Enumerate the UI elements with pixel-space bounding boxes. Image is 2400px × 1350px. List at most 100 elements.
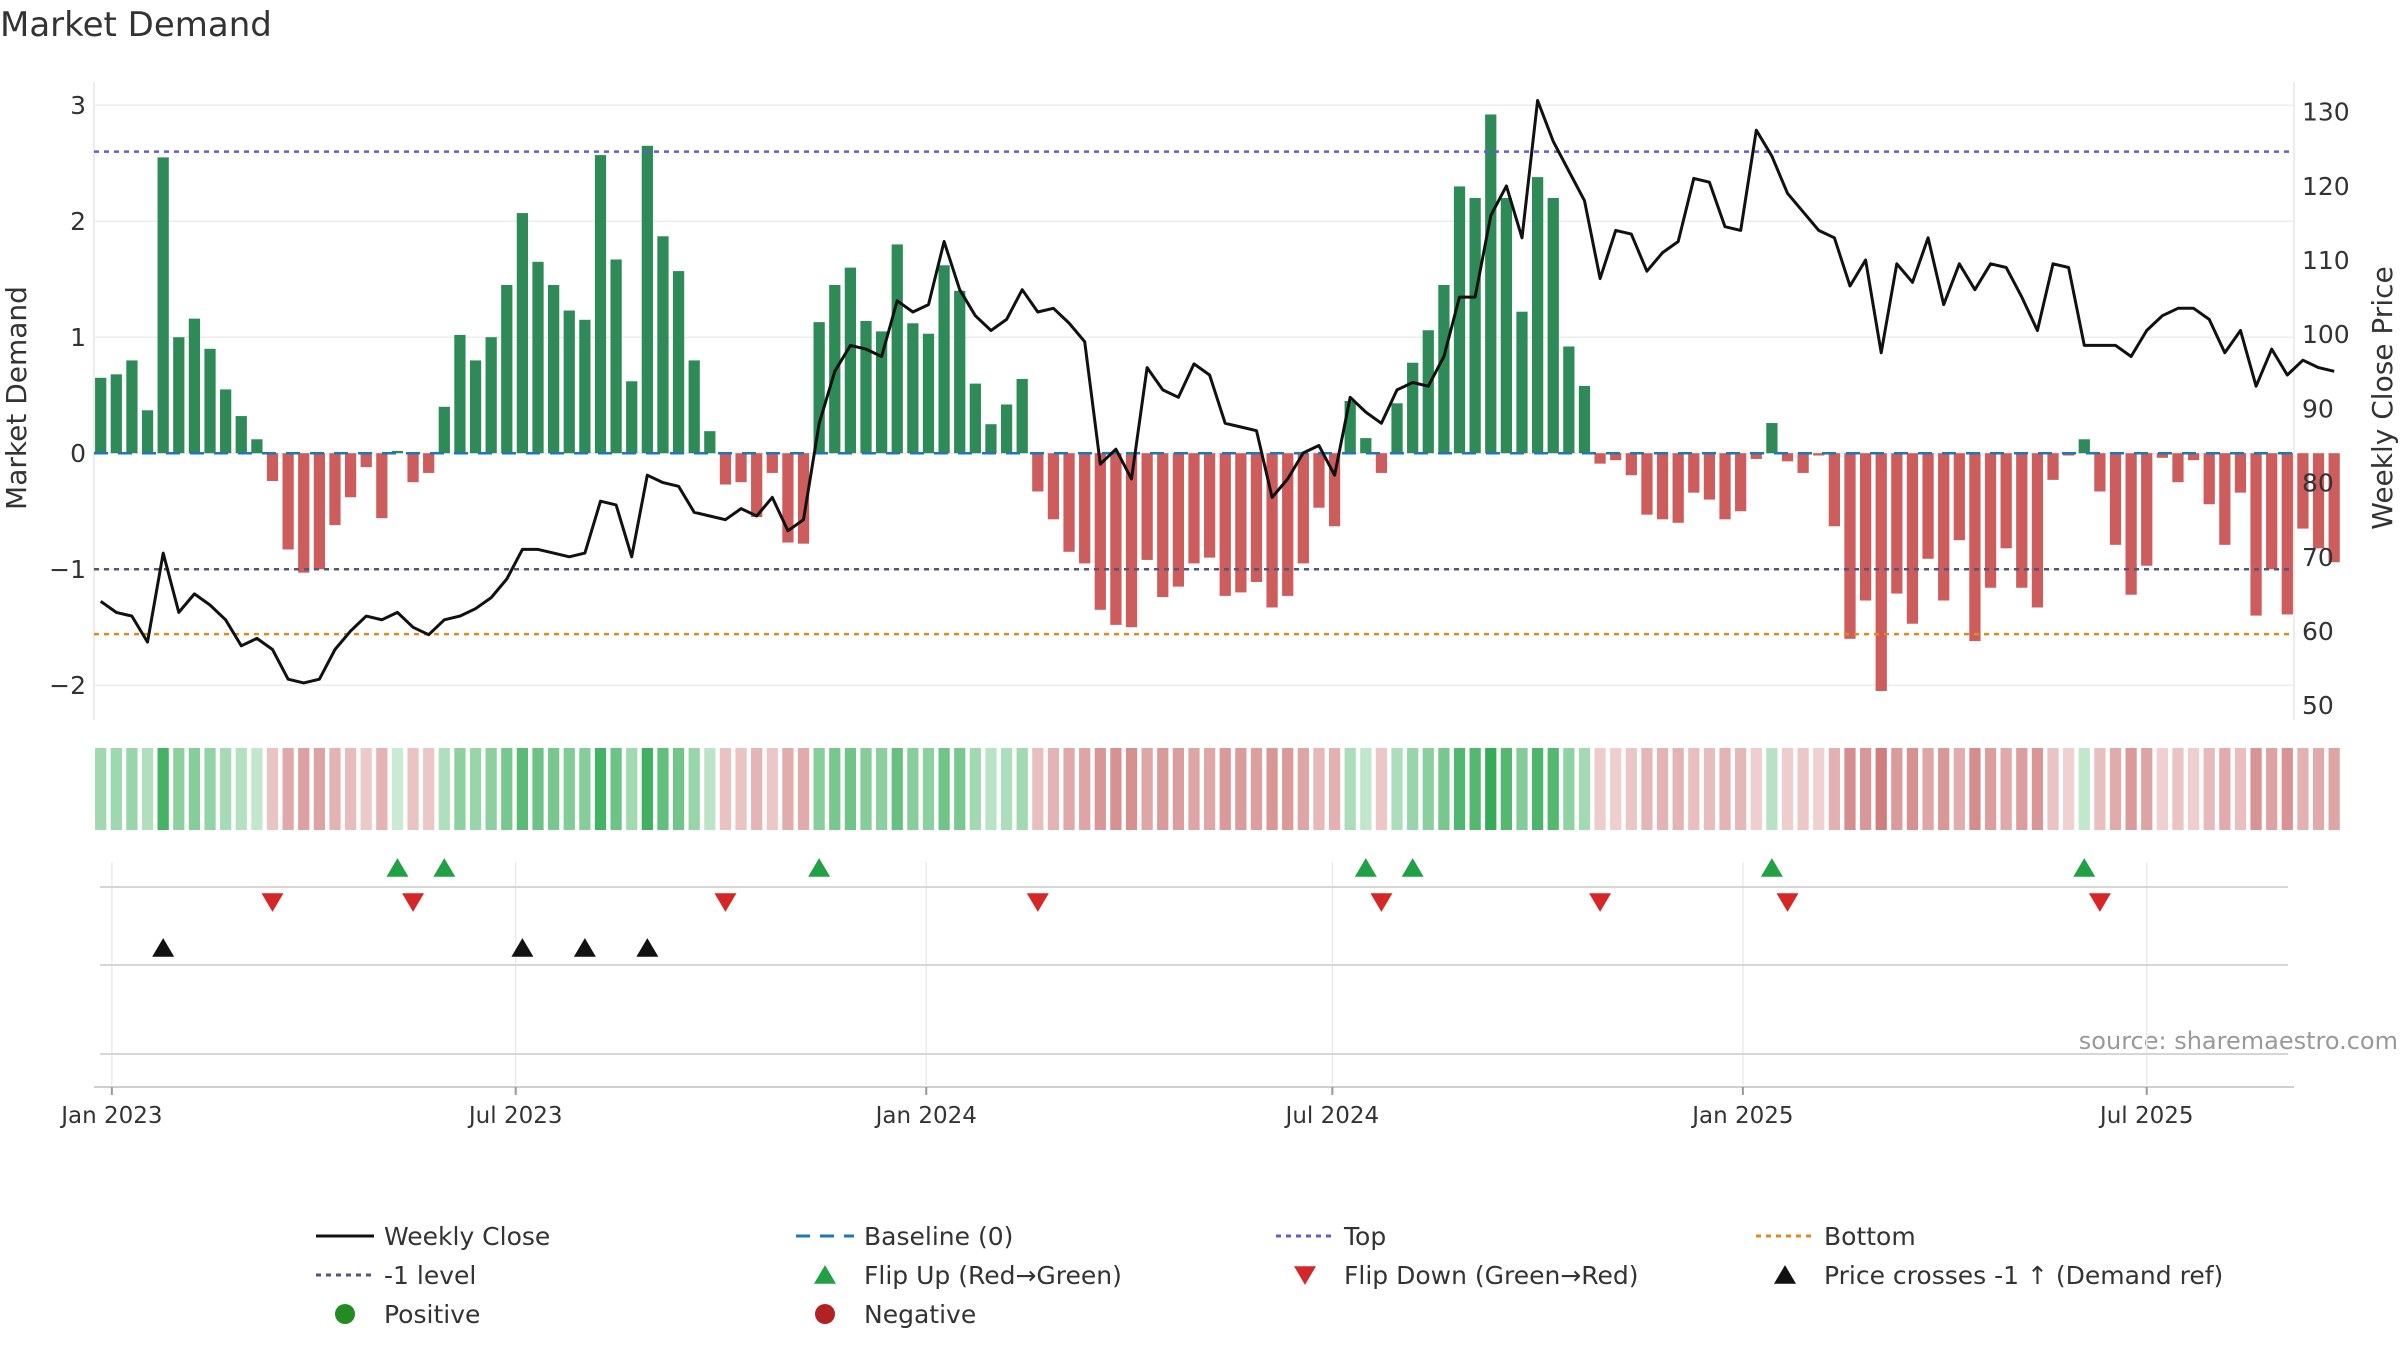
demand-bar-negative (2000, 453, 2012, 549)
flip-down-marker (1026, 893, 1049, 912)
heat-cell-negative (407, 748, 419, 830)
demand-bar-negative (751, 453, 763, 517)
event-markers-layer (152, 858, 2111, 957)
heat-cell-positive (204, 748, 216, 830)
legend-label: -1 level (384, 1261, 476, 1290)
heat-cell-positive (860, 748, 872, 830)
demand-bar-positive (548, 285, 560, 454)
heat-cell-positive (1438, 748, 1450, 830)
y2-tick-label: 120 (2302, 172, 2350, 201)
demand-bar-negative (2281, 453, 2293, 615)
demand-bar-negative (1235, 453, 1247, 593)
demand-bar-positive (594, 155, 607, 454)
demand-bar-positive (2078, 439, 2090, 454)
heat-cell-positive (641, 748, 653, 830)
heat-cell-negative (1610, 748, 1622, 830)
legend-swatch-triangle-up (814, 1265, 836, 1284)
y-tick-label: 2 (70, 207, 86, 236)
heat-cell-negative (266, 748, 279, 830)
heat-cell-negative (2312, 748, 2325, 830)
heat-cell-negative (1313, 748, 1325, 830)
heat-cell-negative (2187, 748, 2200, 830)
price-cross-marker (152, 938, 175, 957)
demand-bar-negative (2016, 453, 2028, 588)
heat-cell-negative (423, 748, 435, 830)
flip-up-marker (808, 858, 831, 877)
demand-bar-negative (1828, 453, 1840, 527)
demand-bar-positive (954, 290, 966, 454)
demand-bar-negative (1797, 453, 1809, 473)
demand-bar-negative (1094, 453, 1106, 610)
heat-cell-positive (844, 748, 857, 830)
heat-cell-positive (954, 748, 966, 830)
demand-bar-positive (1516, 311, 1528, 454)
legend-item: Positive (335, 1300, 480, 1329)
heat-cell-negative (313, 748, 325, 830)
demand-bar-negative (360, 453, 372, 468)
demand-bar-negative (313, 453, 325, 570)
heat-cell-positive (157, 748, 169, 830)
heat-cell-positive (1547, 748, 1559, 830)
heat-cell-positive (235, 748, 247, 830)
heat-cell-positive (469, 748, 482, 830)
demand-bar-negative (1594, 453, 1606, 464)
heat-cell-negative (1141, 748, 1153, 830)
heat-cell-positive (876, 748, 888, 830)
heat-cell-positive (391, 748, 404, 830)
heat-cell-positive (813, 748, 825, 830)
legend-label: Flip Up (Red→Green) (864, 1261, 1122, 1290)
heat-cell-negative (1235, 748, 1247, 830)
weekly-close-line (99, 99, 2335, 685)
heat-cell-negative (2250, 748, 2262, 830)
price-cross-marker (636, 938, 659, 957)
demand-bar-positive (1438, 285, 1450, 454)
y2-tick-label: 60 (2302, 617, 2334, 646)
heat-cell-negative (2328, 748, 2340, 830)
demand-bar-negative (329, 453, 341, 526)
flip-up-marker (433, 858, 456, 877)
demand-bar-positive (516, 213, 529, 454)
heat-cell-positive (1485, 748, 1497, 830)
heat-cell-positive (1344, 748, 1356, 830)
heat-cell-negative (1719, 748, 1731, 830)
heat-cell-negative (1172, 748, 1185, 830)
heat-cell-positive (251, 748, 263, 830)
heat-cell-negative (1656, 748, 1669, 830)
legend-label: Positive (384, 1300, 480, 1329)
demand-bar-negative (1781, 453, 1794, 462)
legend-swatch-triangle-down (1294, 1266, 1316, 1285)
demand-bar-positive (501, 285, 513, 454)
demand-bar-negative (2047, 453, 2059, 480)
heat-cell-positive (626, 748, 638, 830)
demand-bar-negative (1813, 453, 1825, 456)
flip-down-marker (402, 893, 425, 912)
heat-cell-positive (485, 748, 497, 830)
heat-cell-negative (719, 748, 732, 830)
heat-cell-negative (1125, 748, 1138, 830)
demand-bar-negative (1625, 453, 1637, 476)
demand-bar-positive (126, 360, 138, 454)
heat-cell-positive (2078, 748, 2090, 830)
reference-lines-layer (94, 150, 2294, 636)
demand-bar-negative (282, 453, 294, 550)
heat-cell-negative (735, 748, 747, 830)
heat-cell-positive (969, 748, 981, 830)
demand-bar-negative (1750, 453, 1762, 459)
demand-bar-negative (1172, 453, 1185, 587)
heat-cell-negative (1219, 748, 1231, 830)
demand-bar-positive (985, 424, 997, 454)
demand-bar-positive (235, 416, 247, 454)
heat-cell-positive (1516, 748, 1528, 830)
x-tick-label: Jan 2023 (59, 1103, 162, 1129)
flip-up-marker (1760, 858, 1783, 877)
demand-bar-positive (1453, 186, 1466, 454)
heat-cell-negative (2281, 748, 2293, 830)
demand-bar-positive (173, 337, 185, 454)
heat-cell-negative (1797, 748, 1809, 830)
demand-bar-positive (813, 322, 825, 454)
legend-swatch-triangle-up (1774, 1265, 1796, 1284)
demand-bar-negative (1719, 453, 1731, 520)
demand-bar-negative (1891, 453, 1903, 594)
y2-tick-label: 110 (2302, 246, 2350, 275)
heat-cell-negative (1063, 748, 1075, 830)
